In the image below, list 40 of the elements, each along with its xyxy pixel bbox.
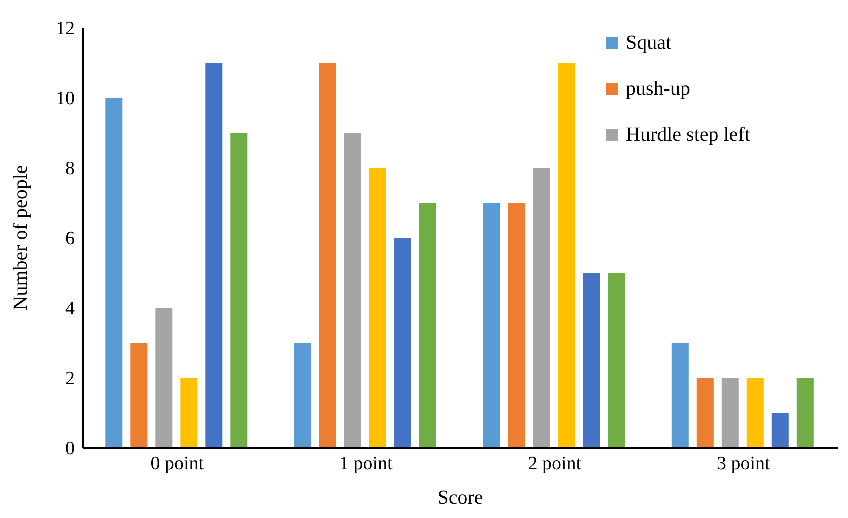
bar: [583, 273, 600, 448]
y-tick-label: 12: [56, 18, 75, 40]
bar: [319, 63, 336, 448]
bar: [344, 133, 362, 448]
bar: [746, 378, 764, 448]
legend-label: Squat: [626, 32, 672, 54]
bar: [206, 63, 223, 448]
bar: [294, 343, 312, 448]
bar: [106, 98, 123, 448]
bar: [180, 378, 198, 448]
y-tick-label: 2: [66, 368, 75, 390]
bar: [156, 308, 173, 448]
bar: [672, 343, 689, 448]
y-tick-label: 0: [66, 438, 75, 460]
y-tick-label: 4: [66, 298, 76, 320]
bar: [230, 133, 248, 448]
bar: [394, 238, 412, 448]
bar: [533, 168, 550, 448]
legend-label: push-up: [626, 78, 690, 100]
legend-label: Hurdle step left: [626, 124, 750, 146]
bar: [772, 413, 789, 448]
bar: [558, 63, 576, 448]
y-tick-label: 8: [66, 158, 75, 180]
bar: [508, 203, 526, 448]
bar: [696, 378, 714, 448]
bar: [608, 273, 626, 448]
bar: [369, 168, 386, 448]
x-tick-label: 1 point: [339, 453, 394, 474]
bar: [483, 203, 500, 448]
bar: [130, 343, 148, 448]
y-axis-title: Number of people: [10, 165, 32, 311]
y-tick-label: 6: [66, 228, 75, 250]
x-axis-title: Score: [438, 487, 484, 509]
bar: [722, 378, 739, 448]
x-tick-label: 2 point: [528, 453, 582, 474]
y-tick-label: 10: [56, 88, 75, 110]
bar: [796, 378, 814, 448]
bar: [419, 203, 436, 448]
x-tick-label: 3 point: [716, 453, 771, 474]
x-tick-label: 0 point: [150, 453, 205, 474]
